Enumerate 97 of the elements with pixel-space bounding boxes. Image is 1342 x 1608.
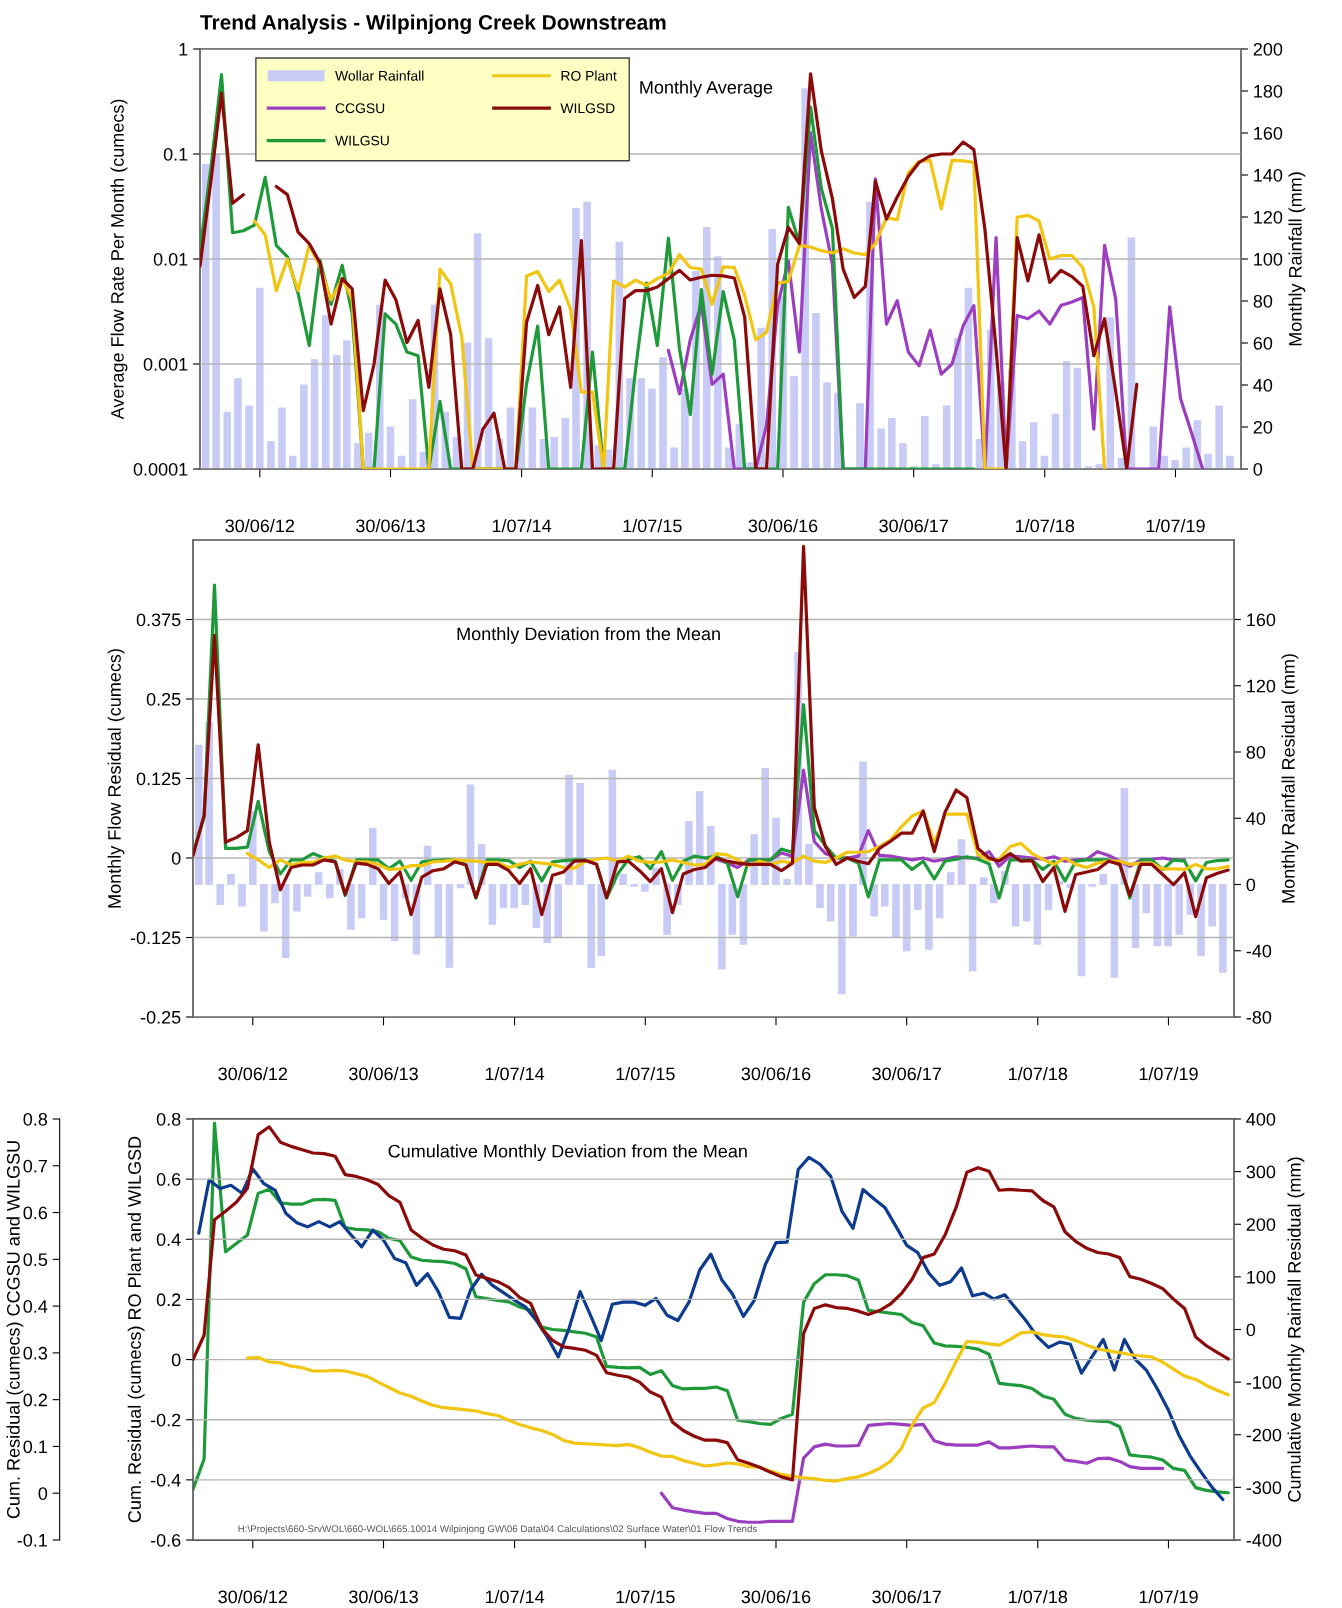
- y-tick-label: 0.001: [143, 357, 188, 371]
- y-tick-label: 0.8: [156, 1112, 181, 1126]
- y2-tick-label: 0.2: [23, 1393, 47, 1407]
- x-tick-label: 1/07/19: [1139, 1067, 1198, 1081]
- y-tick-label: -0.125: [130, 931, 181, 945]
- annotation: Monthly Average: [640, 80, 773, 98]
- annotation: Cumulative Monthly Deviation from the Mean: [388, 1144, 747, 1162]
- y-tick-label: 0.25: [146, 692, 181, 706]
- y-axis-title: Average Flow Rate Per Month (cumecs): [110, 99, 128, 420]
- legend-label: RO Plant: [561, 70, 617, 81]
- x-tick-label: 30/06/12: [225, 519, 295, 533]
- y2-tick-label: -80: [1246, 1010, 1272, 1024]
- y3-tick-label: -300: [1246, 1481, 1282, 1495]
- x-tick-label: 30/06/16: [748, 519, 818, 533]
- x-tick-label: 1/07/15: [623, 519, 682, 533]
- y2-tick-label: 120: [1247, 679, 1276, 693]
- y-tick-label: -0.2: [150, 1413, 181, 1427]
- y2-tick-label: 0.7: [23, 1159, 47, 1173]
- y2-tick-label: 0.3: [23, 1346, 48, 1360]
- y2-tick-label: -40: [1246, 944, 1272, 958]
- y2-tick-label: 100: [1254, 252, 1283, 266]
- y2-tick-label: 0: [1246, 878, 1256, 892]
- y3-tick-label: 400: [1246, 1112, 1276, 1126]
- x-tick-label: 30/06/12: [218, 1590, 288, 1604]
- x-tick-label: 30/06/13: [356, 519, 425, 533]
- y2-tick-label: 40: [1246, 812, 1266, 825]
- y-tick-label: 0.2: [156, 1293, 181, 1307]
- y2-tick-label: 0.5: [23, 1253, 48, 1267]
- y-tick-label: 0.01: [153, 252, 188, 266]
- x-tick-label: 30/06/17: [872, 1590, 941, 1604]
- legend-label: WILGSD: [560, 103, 615, 114]
- y2-tick-label: 0: [38, 1487, 48, 1500]
- y2-tick-label: -0.1: [17, 1533, 47, 1547]
- x-tick-label: 1/07/14: [485, 1067, 545, 1081]
- y3-tick-label: -200: [1246, 1428, 1282, 1442]
- y2-tick-label: 160: [1254, 126, 1283, 140]
- legend-label: WILGSU: [335, 135, 389, 146]
- y2-tick-label: 160: [1247, 613, 1276, 627]
- x-tick-label: 1/07/18: [1009, 1590, 1068, 1604]
- x-tick-label: 1/07/18: [1016, 519, 1075, 533]
- y3-tick-label: 200: [1246, 1218, 1276, 1231]
- x-tick-label: 30/06/16: [741, 1067, 811, 1081]
- x-tick-label: 30/06/13: [349, 1067, 418, 1081]
- x-tick-label: 1/07/19: [1139, 1590, 1198, 1604]
- y3-tick-label: 300: [1246, 1165, 1276, 1179]
- y3-tick-label: 0: [1246, 1323, 1256, 1337]
- y3-tick-label: -100: [1246, 1376, 1282, 1389]
- y-tick-label: 0.125: [136, 772, 181, 786]
- x-tick-label: 1/07/14: [492, 519, 552, 533]
- y2-tick-label: 80: [1253, 294, 1273, 308]
- y3-axis-title: Cumulative Monthly Rainfall Residual (mm): [1287, 1157, 1305, 1502]
- y2-tick-label: 0.6: [23, 1206, 48, 1220]
- x-tick-label: 1/07/18: [1009, 1067, 1068, 1081]
- y2-tick-label: 120: [1254, 210, 1283, 224]
- y-tick-label: 1: [179, 43, 188, 56]
- y-tick-label: 0.375: [136, 613, 181, 627]
- x-tick-label: 30/06/17: [879, 519, 948, 533]
- y-tick-label: -0.4: [150, 1473, 181, 1487]
- annotation: Monthly Deviation from the Mean: [457, 626, 720, 644]
- annotation: H:\Projects\660-SrvWOL\660-WOL\665.10014 Wilpinjong GW\06 Data\04 Calculations\02 Surface Water\01 Flow Trends: [238, 1525, 757, 1535]
- y2-axis-title: Monthly Rainfall Residual (mm): [1281, 654, 1299, 903]
- y-tick-label: 0: [171, 1353, 181, 1367]
- legend-label: Wollar Rainfall: [335, 70, 424, 81]
- y3-tick-label: -400: [1246, 1533, 1282, 1547]
- x-tick-label: 1/07/14: [485, 1590, 545, 1604]
- y-tick-label: 0.0001: [133, 462, 188, 476]
- y-tick-label: -0.6: [150, 1533, 181, 1547]
- x-tick-label: 30/06/13: [349, 1590, 418, 1604]
- y3-tick-label: 100: [1247, 1270, 1276, 1284]
- y-tick-label: 0.4: [156, 1233, 181, 1247]
- y-tick-label: 0.6: [156, 1173, 181, 1186]
- y2-tick-label: 40: [1253, 378, 1273, 392]
- y2-tick-label: 20: [1253, 420, 1273, 434]
- x-tick-label: 30/06/12: [218, 1067, 288, 1081]
- x-tick-label: 1/07/15: [616, 1590, 675, 1604]
- legend-label: CCGSU: [335, 103, 385, 114]
- y2-tick-label: 180: [1254, 84, 1283, 98]
- y-axis-title: Cum. Residual (cumecs) RO Plant and WILGSD: [127, 1136, 145, 1523]
- y2-axis-title: Cum. Residual (cumecs) CCGSU and WILGSU: [6, 1141, 24, 1519]
- y-tick-label: 0: [171, 851, 181, 865]
- chart-title: Trend Analysis - Wilpinjong Creek Downstream: [200, 14, 666, 34]
- y2-axis-title: Monthly Rainfall (mm): [1288, 172, 1306, 346]
- y2-tick-label: 0.1: [23, 1440, 47, 1454]
- y2-tick-label: 0.4: [23, 1300, 48, 1313]
- y-tick-label: 0.1: [163, 147, 188, 161]
- y2-tick-label: 60: [1253, 336, 1273, 350]
- y-tick-label: -0.25: [140, 1010, 181, 1024]
- x-tick-label: 30/06/16: [741, 1590, 811, 1604]
- x-tick-label: 1/07/15: [616, 1067, 675, 1081]
- x-tick-label: 30/06/17: [872, 1067, 941, 1081]
- y2-tick-label: 80: [1246, 745, 1266, 759]
- x-tick-label: 1/07/19: [1146, 519, 1205, 533]
- y2-tick-label: 200: [1253, 42, 1283, 56]
- y2-tick-label: 0: [1253, 462, 1263, 476]
- y2-tick-label: 140: [1254, 168, 1283, 182]
- y2-tick-label: 0.8: [23, 1112, 48, 1126]
- y-axis-title: Monthly Flow Residual (cumecs): [107, 649, 125, 908]
